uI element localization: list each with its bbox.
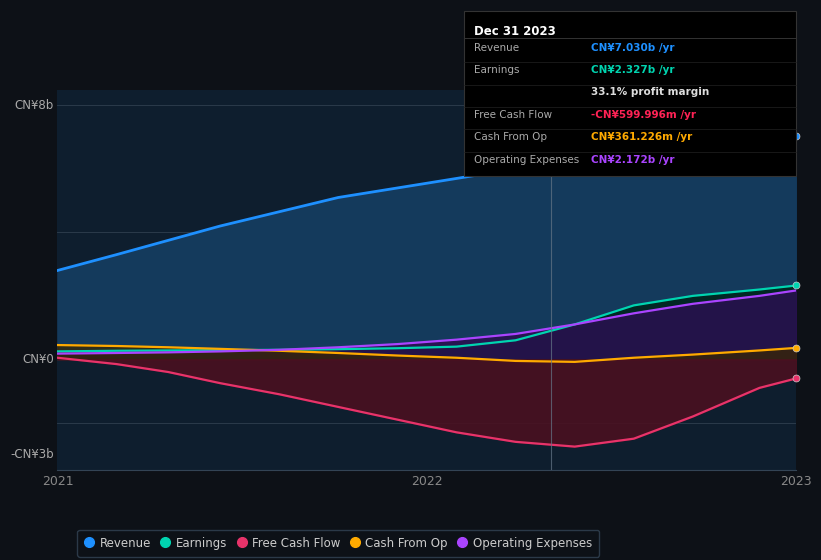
- Text: CN¥2.172b /yr: CN¥2.172b /yr: [591, 155, 675, 165]
- Text: Cash From Op: Cash From Op: [474, 132, 547, 142]
- Text: Earnings: Earnings: [474, 65, 519, 75]
- Text: Operating Expenses: Operating Expenses: [474, 155, 579, 165]
- Text: 33.1% profit margin: 33.1% profit margin: [591, 87, 709, 97]
- Text: Free Cash Flow: Free Cash Flow: [474, 110, 552, 120]
- Text: Revenue: Revenue: [474, 43, 519, 53]
- Text: CN¥7.030b /yr: CN¥7.030b /yr: [591, 43, 675, 53]
- Text: -CN¥3b: -CN¥3b: [10, 448, 54, 461]
- Text: CN¥8b: CN¥8b: [15, 99, 54, 112]
- Text: CN¥361.226m /yr: CN¥361.226m /yr: [591, 132, 692, 142]
- Text: CN¥2.327b /yr: CN¥2.327b /yr: [591, 65, 675, 75]
- Text: Dec 31 2023: Dec 31 2023: [474, 25, 556, 38]
- Legend: Revenue, Earnings, Free Cash Flow, Cash From Op, Operating Expenses: Revenue, Earnings, Free Cash Flow, Cash …: [77, 530, 599, 557]
- Text: CN¥0: CN¥0: [22, 353, 54, 366]
- Text: -CN¥599.996m /yr: -CN¥599.996m /yr: [591, 110, 696, 120]
